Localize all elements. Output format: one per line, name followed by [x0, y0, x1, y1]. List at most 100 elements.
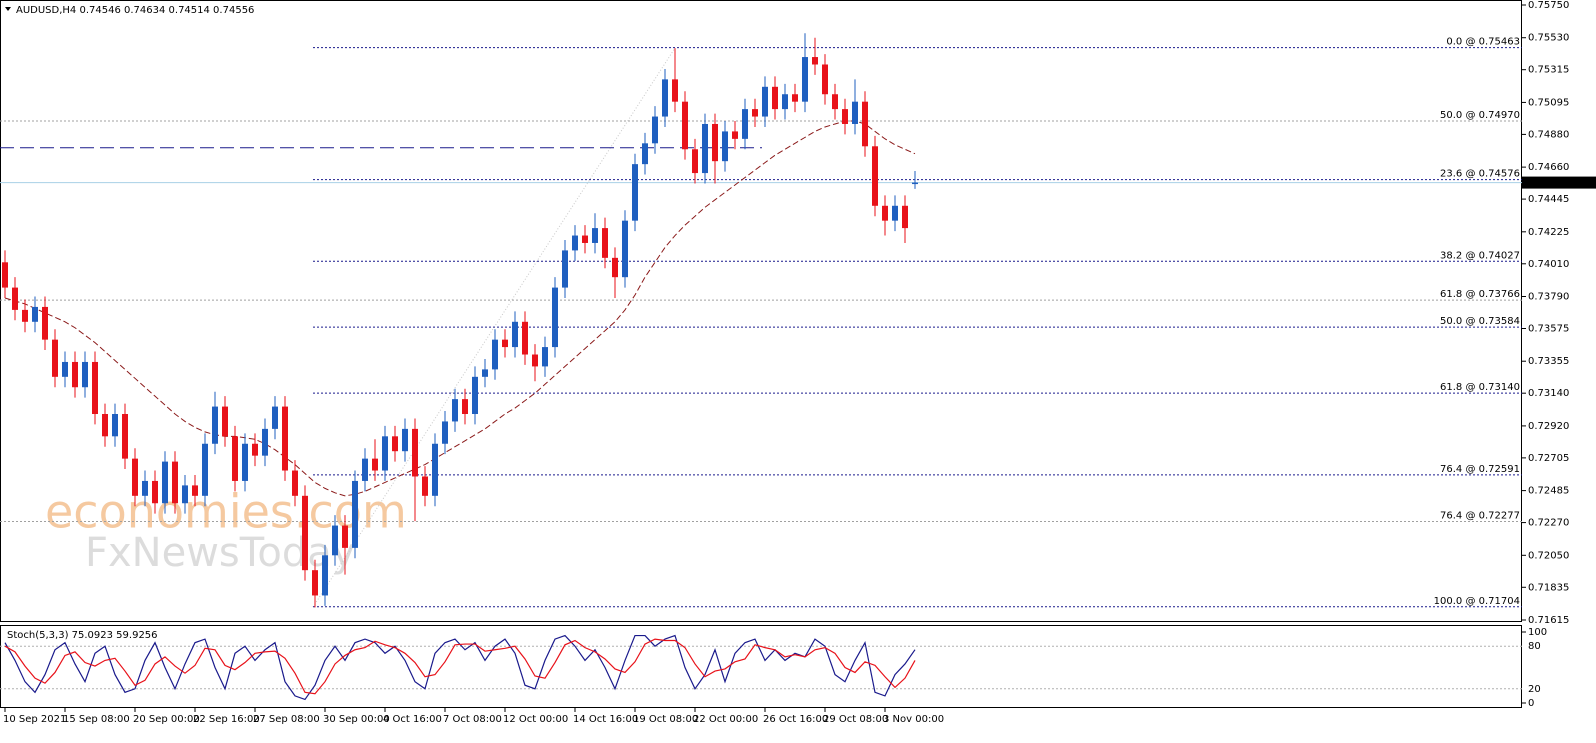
x-tick-label: 10 Sep 2021: [3, 714, 66, 725]
candle-body: [612, 257, 618, 278]
candle-body: [552, 287, 558, 348]
candle-body: [502, 339, 508, 348]
candle-body: [522, 321, 528, 355]
y-tick-label: 0.74445: [1528, 194, 1569, 205]
candle-body: [232, 436, 238, 481]
y-tick-label: 0.72705: [1528, 453, 1569, 464]
x-tick-label: 22 Oct 00:00: [693, 714, 758, 725]
candle-body: [42, 306, 48, 340]
candle-body: [112, 414, 118, 437]
candle-body: [132, 458, 138, 496]
candle-body: [252, 443, 258, 456]
candle-body: [662, 79, 668, 117]
candle-body: [402, 428, 408, 452]
candle-body: [622, 220, 628, 278]
candle-body: [782, 94, 788, 110]
y-tick-label: 0.72920: [1528, 421, 1569, 432]
candle-body: [752, 109, 758, 117]
x-tick-label: 27 Sep 08:00: [253, 714, 320, 725]
x-tick-label: 29 Oct 08:00: [823, 714, 888, 725]
candle-body: [862, 101, 868, 147]
y-tick-label: 0.74880: [1528, 129, 1569, 140]
x-tick-label: 19 Oct 08:00: [633, 714, 698, 725]
x-tick-label: 7 Oct 08:00: [443, 714, 502, 725]
current-price-box: [1522, 176, 1596, 189]
candle-body: [492, 339, 498, 370]
y-tick-label: 0.72485: [1528, 486, 1569, 497]
candle-body: [762, 86, 768, 117]
candle-body: [372, 458, 378, 471]
candle-body: [672, 79, 678, 102]
y-tick-label: 0.75315: [1528, 65, 1569, 76]
candle-body: [72, 361, 78, 388]
y-tick-label: 0.74660: [1528, 162, 1569, 173]
candle-body: [172, 461, 178, 504]
y-tick-label: 0.71835: [1528, 582, 1569, 593]
candle-body: [682, 101, 688, 150]
candle-body: [442, 421, 448, 444]
candle-body: [282, 406, 288, 471]
x-tick-label: 14 Oct 16:00: [573, 714, 638, 725]
y-tick-label: 0.73790: [1528, 292, 1569, 303]
fibo-level-label: 61.8 @ 0.73766: [1440, 289, 1520, 300]
candle-body: [52, 339, 58, 377]
x-tick-label: 3 Nov 00:00: [883, 714, 944, 725]
candle-body: [722, 131, 728, 162]
candle-body: [562, 250, 568, 288]
candle-body: [2, 262, 8, 288]
moving-average: [4, 120, 916, 497]
candle-body: [652, 116, 658, 144]
candle-body: [812, 57, 818, 65]
candle-body: [312, 570, 318, 596]
y-tick-label: 0.72050: [1528, 550, 1569, 561]
candle-body: [212, 406, 218, 444]
candle-body: [162, 461, 168, 504]
candle-body: [392, 436, 398, 452]
candle-body: [102, 414, 108, 437]
candle-body: [412, 428, 418, 477]
candle-body: [12, 287, 18, 310]
candle-body: [122, 414, 128, 459]
candle-body: [452, 399, 458, 422]
candle-body: [582, 235, 588, 243]
candle-body: [92, 361, 98, 415]
candle-body: [732, 131, 738, 139]
candle-body: [202, 443, 208, 496]
candle-body: [222, 406, 228, 437]
fibo-level-label: 38.2 @ 0.74027: [1440, 250, 1520, 261]
candle-body: [242, 443, 248, 481]
candle-body: [422, 476, 428, 496]
fibo-level-label: 100.0 @ 0.71704: [1434, 596, 1520, 607]
fibo-level-label: 61.8 @ 0.73140: [1440, 382, 1520, 393]
y-tick-label: 0.73355: [1528, 356, 1569, 367]
candle-body: [462, 399, 468, 415]
y-tick-label: 0: [1528, 698, 1534, 709]
x-tick-label: 12 Oct 00:00: [503, 714, 568, 725]
x-tick-label: 22 Sep 16:00: [193, 714, 260, 725]
x-tick-label: 30 Sep 00:00: [323, 714, 390, 725]
candle-body: [832, 94, 838, 110]
candle-body: [592, 228, 598, 243]
candle-body: [22, 309, 28, 322]
y-tick-label: 20: [1528, 684, 1541, 695]
x-tick-label: 26 Oct 16:00: [763, 714, 828, 725]
menu-triangle: [5, 7, 11, 11]
fibo-level-label: 0.0 @ 0.75463: [1446, 37, 1520, 48]
candle-body: [632, 164, 638, 221]
candle-body: [892, 205, 898, 221]
x-tick-label: 15 Sep 08:00: [63, 714, 130, 725]
candle-body: [772, 86, 778, 110]
candle-body: [432, 443, 438, 496]
candle-body: [602, 228, 608, 258]
candle-body: [332, 525, 338, 556]
candle-body: [152, 480, 158, 504]
x-tick-label: 20 Sep 00:00: [133, 714, 200, 725]
y-tick-label: 0.71615: [1528, 615, 1569, 626]
candle-body: [872, 146, 878, 206]
candle-body: [362, 458, 368, 481]
main-panel: [0, 0, 1522, 622]
fibo-level-label: 76.4 @ 0.72277: [1440, 511, 1520, 522]
y-tick-label: 0.72270: [1528, 518, 1569, 529]
y-tick-label: 0.74010: [1528, 259, 1569, 270]
